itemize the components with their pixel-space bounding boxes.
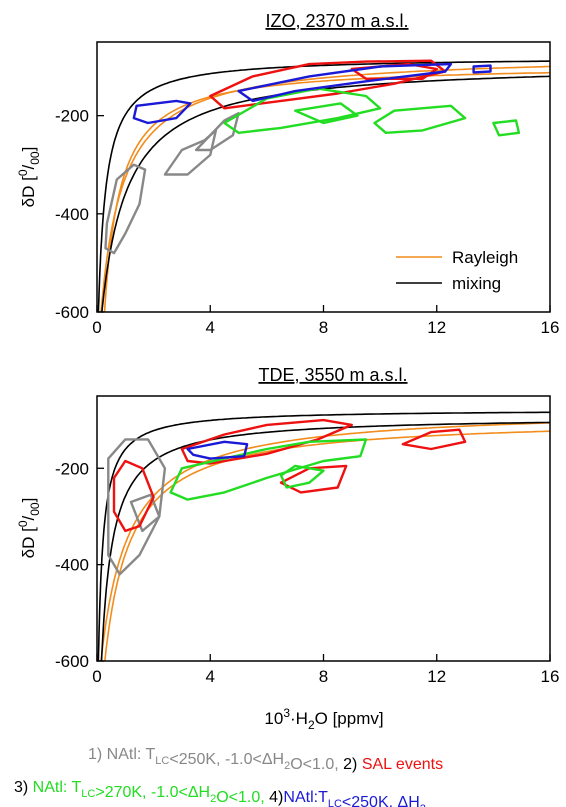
chart-title: IZO, 2370 m a.s.l.	[265, 11, 408, 31]
caption-run: <250K, -1.0<ΔH	[169, 751, 284, 768]
x-tick-label: 12	[427, 318, 446, 337]
y-axis: -200 -400 -600	[55, 107, 104, 322]
caption-run: 2	[420, 803, 426, 807]
contour-group-4-10	[237, 62, 453, 103]
y-axis-label: δD [0/00]	[16, 498, 42, 559]
contour-group-2-4	[279, 464, 348, 494]
caption-run: SAL events	[362, 756, 443, 773]
x-tick-label: 16	[541, 318, 560, 337]
panel-tde: TDE, 3550 m a.s.l. 0 4 8 12 16 -200-400-600 …	[16, 365, 559, 732]
caption-run: 3)	[14, 779, 33, 796]
caption-run: O<1.0,	[290, 756, 343, 773]
legend: Rayleigh mixing	[396, 248, 518, 293]
caption-run: O<1.0,	[216, 789, 269, 806]
caption-run: LC	[81, 788, 95, 800]
caption-run: NAtl: T	[107, 746, 156, 763]
y-tick-label: -200	[55, 107, 89, 126]
contour-group-3-7	[279, 464, 325, 489]
chart-title: TDE, 3550 m a.s.l.	[258, 365, 407, 385]
x-tick-label: 8	[319, 667, 328, 686]
caption-run: NAtl: T	[33, 779, 82, 796]
caption-line-2: 3) NAtl: TLC>270K, -1.0<ΔH2O<1.0, 4)NAtl…	[14, 779, 426, 807]
contour-group-2-5	[401, 428, 467, 451]
y-axis-label: δD [0/00]	[16, 147, 42, 208]
mixing-curve-3	[97, 60, 550, 312]
caption-run: 1)	[88, 746, 107, 763]
y-tick-label: -600	[55, 652, 89, 671]
legend-label-mixing: mixing	[452, 274, 501, 293]
contour-group-3-6	[294, 102, 359, 125]
caption-run: 2	[210, 793, 216, 805]
contour-group-4-8	[186, 440, 249, 460]
x-tick-label: 0	[92, 667, 101, 686]
rayleigh-curve-1	[100, 65, 550, 312]
contour-group-4-9	[132, 99, 192, 125]
caption-run: LC	[155, 755, 169, 767]
mixing-curve-3	[97, 411, 550, 661]
contour-group-4-11	[472, 64, 492, 74]
x-axis: 0 4 8 12 16	[92, 305, 559, 337]
x-axis: 0 4 8 12 16	[92, 654, 559, 686]
caption-line-1: 1) NAtl: TLC<250K, -1.0<ΔH2O<1.0, 2) SAL…	[88, 746, 443, 773]
contour-group-3-7	[373, 104, 467, 134]
y-tick-label: -400	[55, 205, 89, 224]
caption-run: 2	[284, 760, 290, 772]
caption-run: NAtl:T	[283, 789, 328, 806]
contour-group-1-2	[194, 112, 240, 152]
contour-group-1-0	[104, 163, 147, 255]
mixing-curve-2	[101, 75, 550, 312]
contour-group-2-3	[180, 418, 353, 465]
legend-label-rayleigh: Rayleigh	[452, 248, 518, 267]
caption-run: LC	[328, 798, 342, 807]
contour-group-3-5	[223, 87, 382, 134]
x-tick-label: 0	[92, 318, 101, 337]
plot-area	[97, 59, 550, 312]
x-tick-label: 4	[206, 318, 215, 337]
x-axis-label: 103·H2O [ppmv]	[264, 706, 383, 732]
y-tick-label: -400	[55, 556, 89, 575]
caption-run: 4)	[269, 789, 283, 806]
y-tick-label: -600	[55, 303, 89, 322]
contour-group-3-8	[492, 119, 521, 137]
y-tick-label: -200	[55, 459, 89, 478]
rayleigh-curve-0	[104, 430, 550, 661]
contour-group-3-6	[169, 438, 368, 501]
caption-run: >270K, -1.0<ΔH	[95, 784, 210, 801]
x-tick-label: 16	[541, 667, 560, 686]
x-tick-label: 12	[427, 667, 446, 686]
caption-run: <250K, ΔH	[342, 794, 420, 807]
y-axis: -200 -400 -600	[55, 459, 104, 671]
contour-group-2-2	[112, 459, 155, 533]
plot-frame	[96, 41, 551, 313]
x-tick-label: 8	[319, 318, 328, 337]
panel-izo: IZO, 2370 m a.s.l. 0 4 8 12 16 -200-400-600 …	[16, 11, 559, 337]
contour-group-1-1	[129, 493, 161, 533]
mixing-curve-2	[100, 421, 550, 661]
plot-area	[97, 411, 550, 661]
x-tick-label: 4	[206, 667, 215, 686]
rayleigh-curve-1	[100, 422, 550, 661]
caption-run: 2)	[343, 756, 362, 773]
